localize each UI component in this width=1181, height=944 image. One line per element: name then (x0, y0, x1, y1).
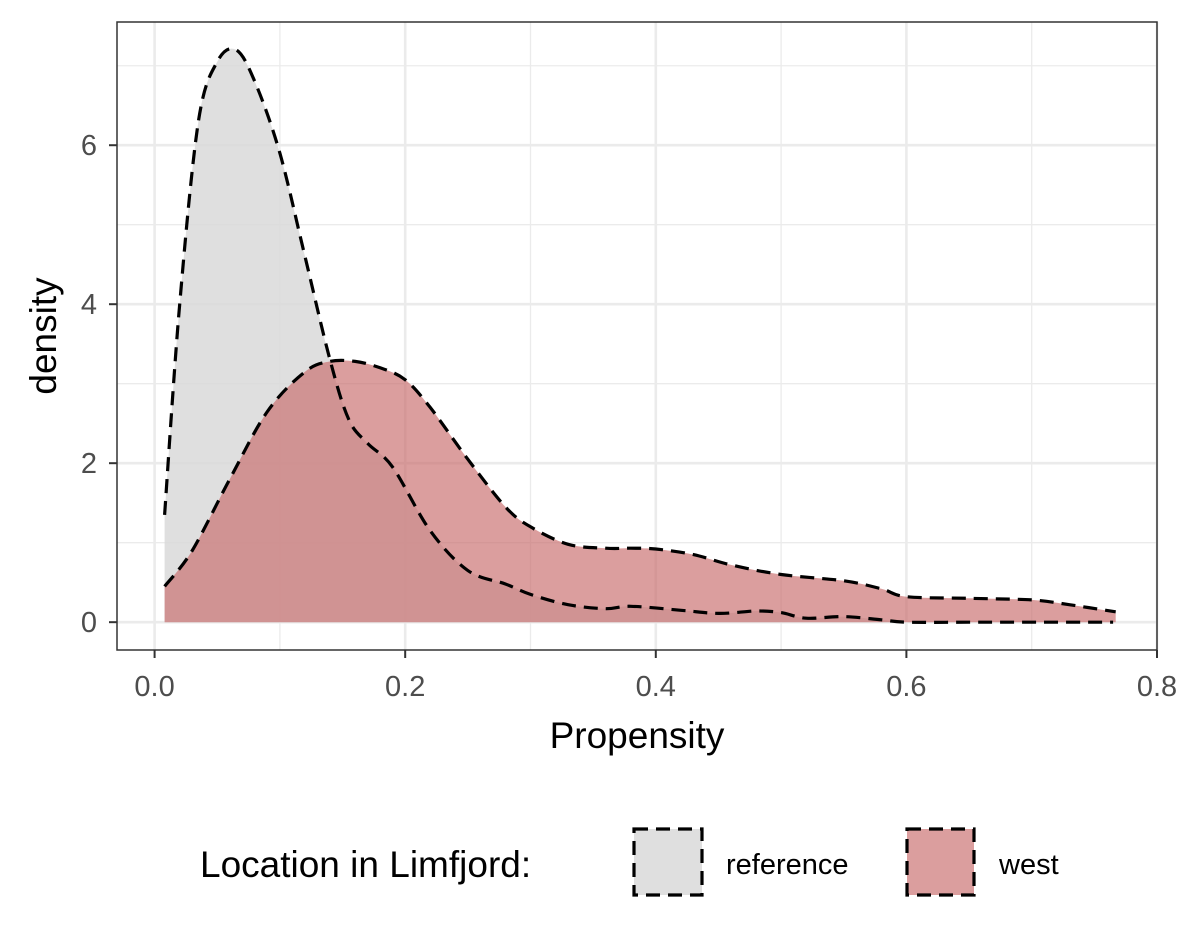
y-tick-label: 0 (81, 607, 97, 639)
legend: Location in Limfjord: reference west (200, 827, 1059, 897)
density-areas (164, 48, 1116, 623)
x-tick-label: 0.0 (134, 671, 174, 703)
legend-label-west: west (998, 849, 1059, 881)
legend-key-reference (632, 827, 704, 897)
legend-title: Location in Limfjord: (200, 844, 531, 885)
y-tick-label: 6 (81, 130, 97, 162)
x-axis-title: Propensity (550, 715, 725, 756)
x-tick-label: 0.6 (886, 671, 926, 703)
area-west (164, 360, 1116, 623)
x-tick-label: 0.2 (385, 671, 425, 703)
legend-label-reference: reference (726, 849, 849, 881)
density-lines (163, 47, 1116, 624)
line-reference (163, 47, 1114, 624)
panel-border (116, 21, 1158, 651)
line-west (163, 358, 1116, 614)
y-tick-label: 2 (81, 448, 97, 480)
x-tick-label: 0.8 (1137, 671, 1177, 703)
legend-key-west (905, 827, 976, 897)
y-axis: 0 2 4 6 (81, 130, 117, 639)
x-tick-label: 0.4 (636, 671, 676, 703)
y-axis-title: density (23, 277, 64, 395)
x-axis: 0.0 0.2 0.4 0.6 0.8 (134, 650, 1177, 703)
y-tick-label: 4 (81, 289, 97, 321)
